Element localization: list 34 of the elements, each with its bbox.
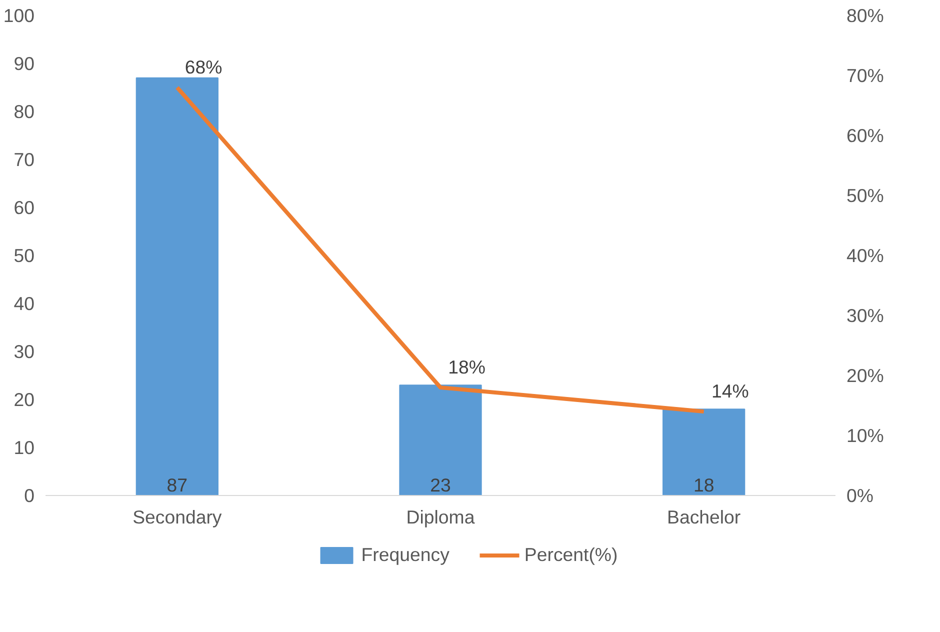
- y-tick-label: 0: [24, 485, 35, 506]
- bar: [662, 408, 746, 496]
- y-tick-label: 20: [14, 389, 35, 410]
- y2-tick-label: 70%: [846, 65, 884, 86]
- data-label: 18: [693, 474, 714, 496]
- y2-tick-label: 50%: [846, 185, 884, 206]
- x-tick-label: Diploma: [406, 506, 476, 528]
- legend-label: Frequency: [361, 544, 450, 566]
- bar: [136, 77, 218, 496]
- bar: [399, 384, 482, 496]
- y2-tick-label: 40%: [846, 245, 884, 266]
- y-tick-label: 60: [14, 197, 35, 218]
- y2-tick-label: 60%: [846, 125, 884, 146]
- data-label: 18%: [448, 356, 486, 378]
- x-tick-label: Bachelor: [667, 506, 741, 528]
- y2-tick-label: 80%: [846, 5, 884, 26]
- y-tick-label: 10: [14, 437, 35, 458]
- y-tick-label: 90: [14, 53, 35, 74]
- data-label: 68%: [184, 56, 222, 78]
- y-tick-label: 70: [14, 149, 35, 170]
- y2-tick-label: 30%: [846, 305, 884, 326]
- legend-label: Percent(%): [524, 544, 618, 566]
- y-tick-label: 50: [14, 245, 35, 266]
- y-tick-label: 40: [14, 293, 35, 314]
- y2-tick-label: 20%: [846, 365, 884, 386]
- x-tick-label: Secondary: [132, 506, 222, 528]
- data-label: 14%: [711, 380, 749, 402]
- y2-tick-label: 0%: [846, 485, 874, 506]
- data-label: 23: [430, 474, 451, 496]
- data-label: 87: [166, 474, 188, 496]
- y-tick-label: 30: [14, 341, 35, 362]
- y-tick-label: 80: [14, 101, 35, 122]
- y2-tick-label: 10%: [846, 425, 884, 446]
- y-tick-label: 100: [3, 5, 35, 26]
